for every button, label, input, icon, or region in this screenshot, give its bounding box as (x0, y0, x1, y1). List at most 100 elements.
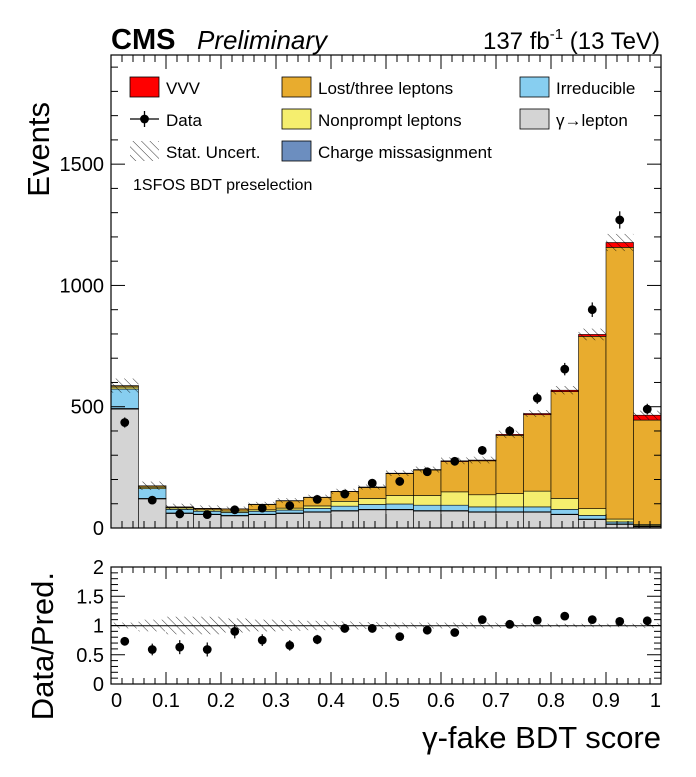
ratio-point-7 (313, 635, 322, 644)
data-point-9 (368, 479, 377, 488)
legend-label-6: Stat. Uncert. (166, 143, 260, 162)
legend-label-3: Data (166, 111, 202, 130)
data-point-0 (120, 418, 129, 427)
bar-3-16 (551, 498, 579, 509)
bar-0-16 (551, 515, 579, 528)
ratio-point-9 (368, 624, 377, 633)
ratio-point-19 (643, 616, 652, 625)
uncert-13 (469, 457, 497, 464)
ratio-y-tick-label-4: 2 (93, 557, 104, 579)
ratio-y-axis-label: Data/Pred. (25, 572, 60, 720)
data-point-16 (560, 365, 569, 374)
bar-0-14 (496, 512, 524, 528)
ratio-y-tick-label-2: 1 (93, 616, 104, 638)
bar-0-13 (469, 512, 497, 528)
uncert-16 (551, 386, 579, 394)
bar-4-14 (496, 435, 524, 493)
bar-2-17 (579, 515, 607, 519)
bar-0-17 (579, 520, 607, 528)
legend-swatch-6 (130, 141, 159, 161)
ratio-point-11 (423, 626, 432, 635)
uncert-10 (386, 470, 414, 475)
bar-3-12 (441, 492, 469, 505)
x-tick-label-5: 0.5 (372, 690, 400, 712)
data-point-4 (230, 505, 239, 514)
bar-0-7 (304, 512, 332, 528)
bar-0-9 (359, 510, 387, 528)
bar-4-16 (551, 392, 579, 499)
x-tick-label-4: 0.4 (317, 690, 345, 712)
data-point-13 (478, 446, 487, 455)
ratio-point-5 (258, 636, 267, 645)
legend-swatch-7 (282, 141, 311, 161)
ratio-point-4 (230, 627, 239, 636)
data-point-5 (258, 504, 267, 513)
uncert-17 (579, 329, 607, 341)
bar-2-7 (304, 508, 332, 511)
data-point-8 (340, 490, 349, 499)
bar-2-9 (359, 504, 387, 509)
ratio-point-15 (533, 616, 542, 625)
bar-3-9 (359, 498, 387, 504)
ratio-point-2 (175, 643, 184, 652)
legend-label-7: Charge missasignment (318, 143, 492, 162)
data-point-10 (395, 477, 404, 486)
legend-label-5: γ→lepton (556, 111, 628, 130)
legend-label-0: VVV (166, 79, 201, 98)
bar-2-16 (551, 509, 579, 514)
legend-label-2: Irreducible (556, 79, 635, 98)
bar-0-11 (414, 511, 442, 528)
data-point-17 (588, 305, 597, 314)
bar-3-8 (331, 501, 359, 506)
lumi-label: 137 fb-1 (13 TeV) (483, 26, 660, 55)
bar-3-7 (304, 506, 332, 508)
bar-3-14 (496, 494, 524, 507)
bar-2-6 (276, 510, 304, 513)
y-tick-label-0: 0 (93, 518, 104, 540)
bar-4-15 (524, 415, 552, 491)
x-tick-label-10: 1 (650, 690, 661, 712)
legend-marker-dot-3 (140, 115, 149, 124)
uncert-0 (111, 378, 139, 392)
bar-3-18 (606, 519, 634, 522)
x-tick-label-1: 0.1 (152, 690, 180, 712)
bar-4-13 (469, 461, 497, 495)
y-tick-label-1: 500 (71, 397, 104, 419)
ratio-y-tick-label-3: 1.5 (76, 586, 104, 608)
legend-swatch-4 (282, 109, 311, 129)
legend-swatch-0 (130, 77, 159, 97)
bar-2-13 (469, 507, 497, 512)
bar-2-11 (414, 505, 442, 510)
y-tick-label-2: 1000 (60, 275, 105, 297)
bar-3-15 (524, 491, 552, 507)
data-point-15 (533, 394, 542, 403)
uncert-18 (606, 234, 634, 251)
x-tick-label-0: 0 (111, 690, 122, 712)
legend-swatch-5 (520, 109, 549, 129)
data-point-18 (615, 216, 624, 225)
region-annotation: 1SFOS BDT preselection (133, 177, 312, 194)
uncert-1 (139, 482, 167, 490)
bar-0-12 (441, 511, 469, 528)
data-point-1 (148, 496, 157, 505)
x-tick-label-8: 0.8 (537, 690, 565, 712)
x-axis-label: γ-fake BDT score (422, 720, 661, 755)
y-axis-label: Events (21, 102, 56, 197)
bar-2-15 (524, 507, 552, 512)
bar-2-12 (441, 505, 469, 510)
ratio-point-3 (203, 645, 212, 654)
bar-2-14 (496, 507, 524, 512)
ratio-point-14 (505, 620, 514, 629)
legend-swatch-2 (520, 77, 549, 97)
bar-3-13 (469, 495, 497, 507)
x-tick-label-2: 0.2 (207, 690, 235, 712)
bar-0-6 (276, 513, 304, 528)
ratio-y-tick-label-1: 0.5 (76, 645, 104, 667)
ratio-y-tick-label-0: 0 (93, 674, 104, 696)
bar-4-17 (579, 336, 607, 508)
bar-0-5 (249, 515, 277, 528)
